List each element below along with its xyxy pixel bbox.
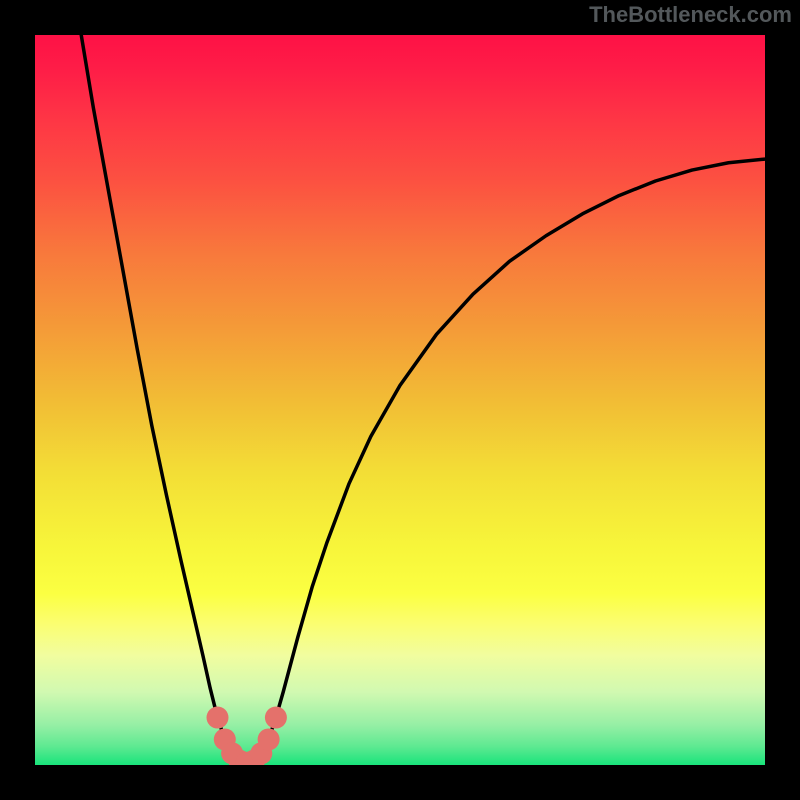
bottleneck-chart: TheBottleneck.com [0, 0, 800, 800]
chart-svg [0, 0, 800, 800]
watermark-text: TheBottleneck.com [589, 2, 792, 28]
sweet-spot-marker [258, 728, 280, 750]
plot-background [35, 35, 765, 765]
sweet-spot-marker [265, 707, 287, 729]
sweet-spot-marker [207, 707, 229, 729]
